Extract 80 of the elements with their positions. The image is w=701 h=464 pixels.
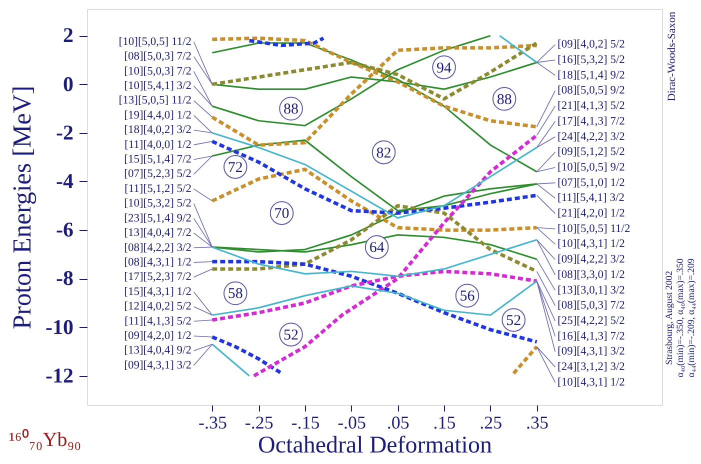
annotation: [13][3,0,1] 3/2: [558, 284, 626, 296]
annotation: [07][5,2,3] 5/2: [124, 168, 192, 180]
annotation: [10][4,3,1] 1/2: [558, 238, 626, 250]
annotation: 72: [228, 160, 243, 176]
annotation: 88: [496, 92, 512, 108]
annotation: 56: [460, 288, 476, 305]
annotation: [23][5,1,4] 9/2: [124, 212, 192, 224]
annotation: [10][5,3,2] 5/2: [124, 198, 192, 210]
y-tick-label: -6: [56, 218, 74, 242]
annotation: [17][4,1,3] 7/2: [558, 115, 626, 128]
x-tick-label: -.05: [338, 412, 366, 432]
x-tick-label: .05: [386, 412, 410, 432]
annotation: [18][5,1,4] 9/2: [558, 69, 626, 82]
y-tick-label: 0: [63, 72, 74, 96]
x-tick-label: -.25: [244, 412, 274, 432]
annotation: [11][4,0,0] 1/2: [124, 138, 192, 151]
annotation: 64: [369, 240, 385, 256]
x-tick-label: .15: [433, 412, 456, 432]
y-axis-title: Proton Energies [MeV]: [8, 86, 37, 330]
annotation: [11][5,4,1] 3/2: [558, 192, 625, 204]
y-tick-label: -4: [56, 168, 74, 193]
text: Dirac-Woods-Saxon: [666, 11, 678, 102]
annotation: [10][5,0,3] 7/2: [124, 65, 192, 78]
annotation: [08][4,3,1] 1/2: [124, 256, 192, 268]
annotation: [09][5,1,2] 5/2: [558, 146, 626, 158]
annotation: [15][5,1,4] 7/2: [124, 154, 192, 166]
x-tick-label: .25: [480, 412, 502, 432]
annotation: [19][4,4,0] 1/2: [124, 109, 192, 122]
text: ¹⁶⁰₇₀Yb₉₀: [8, 428, 82, 451]
annotation: [09][4,0,2] 5/2: [558, 38, 626, 51]
annotation: [09][4,3,1] 3/2: [558, 346, 626, 358]
annotation: [16][5,3,2] 5/2: [558, 54, 626, 66]
text: α₄₄(min)=-.209, α₄₄(max)=.209: [687, 258, 697, 378]
annotation: [08][5,0,3] 7/2: [558, 300, 626, 312]
annotation: 82: [376, 145, 392, 162]
x-tick-label: -.35: [198, 412, 227, 432]
annotation: [08][3,3,0] 1/2: [558, 268, 626, 281]
annotation: [13][4,0,4] 7/2: [124, 227, 192, 240]
annotation: [21][4,2,0] 1/2: [558, 208, 626, 220]
annotation: [07][5,1,0] 1/2: [558, 176, 626, 189]
text: α₄₀(min)=-.350, α₄₀(max)=.350: [676, 258, 686, 378]
annotation: [13][5,0,5] 11/2: [118, 94, 192, 107]
annotation: [09][4,2,2] 3/2: [558, 254, 626, 266]
annotation: [09][4,3,1] 3/2: [124, 359, 192, 372]
annotation: [12][4,0,2] 5/2: [124, 300, 192, 313]
y-tick-label: 2: [63, 23, 74, 48]
annotation: [10][5,4,1] 3/2: [124, 80, 192, 92]
annotation: [11][5,1,2] 5/2: [124, 182, 192, 195]
y-tick-label: -8: [56, 266, 74, 290]
annotation: [17][5,2,3] 7/2: [124, 271, 192, 284]
annotation: [13][4,0,4] 9/2: [124, 344, 192, 357]
annotation: [09][4,2,0] 1/2: [124, 330, 192, 342]
x-axis-title: Octahedral Deformation: [258, 432, 492, 458]
annotation: [18][4,0,2] 3/2: [124, 124, 192, 136]
annotation: [15][4,3,1] 1/2: [124, 286, 192, 298]
annotation: [24][3,1,2] 3/2: [558, 361, 626, 374]
x-tick-label: .35: [526, 412, 549, 432]
annotation: [08][4,2,2] 3/2: [124, 242, 192, 254]
text: Strasbourg, August 2002: [665, 270, 675, 365]
annotation: 52: [506, 312, 522, 329]
annotation: [25][4,2,2] 5/2: [558, 315, 626, 328]
annotation: [11][4,1,3] 5/2: [124, 315, 192, 328]
annotation: [10][5,0,5] 9/2: [558, 161, 626, 174]
y-tick-label: -12: [46, 363, 74, 388]
annotation: 70: [274, 206, 290, 222]
annotation: [21][4,1,3] 5/2: [558, 100, 626, 112]
annotation: [08][5,0,5] 9/2: [558, 84, 626, 97]
annotation: 52: [284, 328, 299, 344]
annotation: [24][4,2,2] 3/2: [558, 130, 626, 143]
annotation: [10][5,0,5] 11/2: [558, 222, 630, 235]
annotation: 88: [284, 102, 299, 118]
x-tick-label: -.15: [291, 412, 320, 432]
annotation: 94: [436, 60, 452, 76]
annotation: [08][5,0,3] 7/2: [124, 50, 192, 63]
annotation: [10][4,3,1] 1/2: [558, 376, 626, 388]
annotation: [16][4,1,3] 7/2: [558, 330, 626, 342]
annotation: [10][5,0,5] 11/2: [118, 36, 192, 48]
annotation: 58: [228, 286, 243, 302]
y-tick-label: -2: [56, 120, 74, 144]
y-tick-label: -10: [46, 314, 74, 339]
